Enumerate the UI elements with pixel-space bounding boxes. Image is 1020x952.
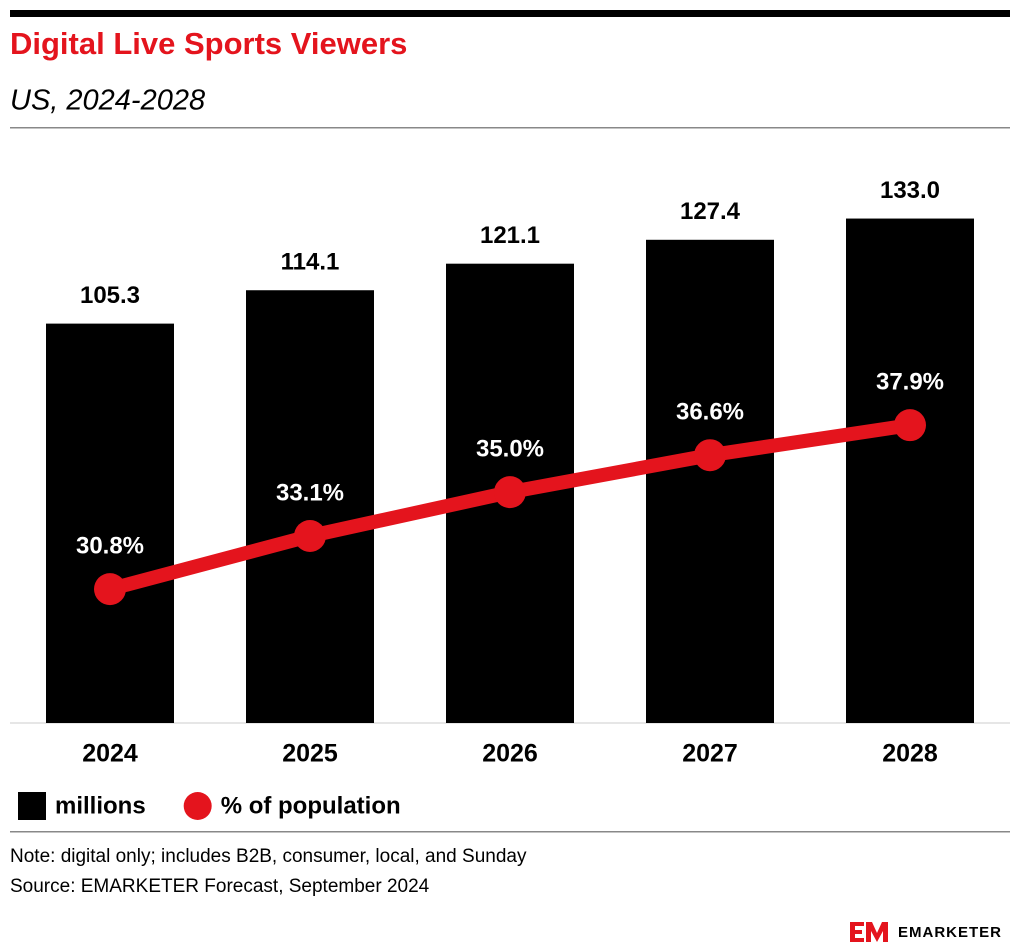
bar [46, 323, 174, 723]
bar-value-label: 133.0 [880, 177, 940, 204]
source: Source: EMARKETER Forecast, September 20… [10, 876, 430, 897]
legend-swatch [18, 792, 46, 820]
bar-value-label: 127.4 [680, 198, 741, 225]
chart-subtitle: US, 2024-2028 [10, 85, 205, 117]
line-point [694, 439, 726, 472]
bar-value-label: 105.3 [80, 282, 140, 309]
bar [246, 290, 374, 723]
line-value-label: 35.0% [476, 435, 544, 462]
bar-value-label: 121.1 [480, 222, 540, 249]
line-point [894, 409, 926, 442]
x-tick-label: 2024 [82, 740, 138, 768]
bar [846, 218, 974, 724]
bar-value-label: 114.1 [281, 249, 340, 276]
line-value-label: 33.1% [276, 479, 344, 506]
logo-mark [850, 922, 888, 942]
line-value-label: 37.9% [876, 369, 944, 396]
chart-title: Digital Live Sports Viewers [10, 26, 407, 61]
legend-swatch [183, 792, 212, 820]
line-point [294, 519, 326, 552]
divider [10, 127, 1010, 129]
x-tick-label: 2026 [482, 740, 538, 768]
note: Note: digital only; includes B2B, consum… [10, 846, 527, 867]
legend-label: millions [55, 792, 146, 819]
line-point [494, 476, 526, 509]
line-point [94, 573, 126, 606]
line-value-label: 30.8% [76, 532, 144, 559]
x-tick-label: 2027 [682, 740, 738, 768]
legend-label: % of population [221, 792, 401, 819]
x-tick-label: 2025 [282, 740, 338, 768]
top-rule [10, 10, 1010, 17]
divider [10, 831, 1010, 833]
logo-text: EMARKETER [898, 924, 1002, 941]
bar [646, 239, 774, 724]
x-tick-label: 2028 [882, 740, 938, 768]
line-value-label: 36.6% [676, 399, 744, 426]
